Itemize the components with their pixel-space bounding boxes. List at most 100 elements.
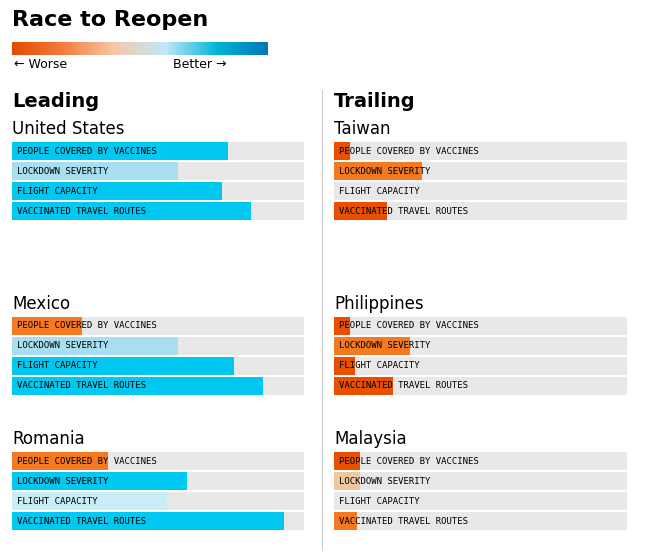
Bar [212, 42, 213, 55]
Bar [31, 42, 32, 55]
Bar [259, 42, 260, 55]
Text: VACCINATED TRAVEL ROUTES: VACCINATED TRAVEL ROUTES [17, 206, 146, 216]
Text: PEOPLE COVERED BY VACCINES: PEOPLE COVERED BY VACCINES [339, 321, 479, 330]
Bar [62, 42, 63, 55]
Bar [166, 42, 168, 55]
Bar [12, 142, 228, 160]
Bar [197, 42, 199, 55]
Bar [232, 42, 233, 55]
Bar [50, 42, 52, 55]
Bar [165, 42, 166, 55]
Bar [192, 42, 193, 55]
Bar [40, 42, 41, 55]
Bar [184, 42, 186, 55]
Bar [190, 42, 192, 55]
Bar [150, 42, 152, 55]
Bar [235, 42, 236, 55]
Bar [219, 42, 220, 55]
Bar [113, 42, 115, 55]
Bar [334, 472, 361, 490]
Bar [257, 42, 259, 55]
Bar [334, 337, 410, 355]
Bar [334, 512, 627, 530]
Bar [193, 42, 194, 55]
Bar [115, 42, 117, 55]
Bar [334, 182, 627, 200]
Bar [12, 377, 304, 395]
Bar [125, 42, 126, 55]
Bar [256, 42, 257, 55]
Bar [334, 202, 627, 220]
Bar [134, 42, 135, 55]
Text: VACCINATED TRAVEL ROUTES: VACCINATED TRAVEL ROUTES [339, 206, 468, 216]
Bar [72, 42, 73, 55]
Bar [130, 42, 132, 55]
Bar [161, 42, 162, 55]
Text: Leading: Leading [12, 92, 99, 111]
Bar [248, 42, 249, 55]
Bar [169, 42, 170, 55]
Bar [112, 42, 113, 55]
Bar [141, 42, 142, 55]
Bar [55, 42, 57, 55]
Bar [54, 42, 55, 55]
Bar [171, 42, 172, 55]
Bar [12, 357, 234, 375]
Bar [213, 42, 214, 55]
Bar [184, 42, 185, 55]
Bar [227, 42, 228, 55]
Bar [129, 42, 131, 55]
Bar [203, 42, 204, 55]
Bar [334, 142, 350, 160]
Bar [12, 317, 304, 335]
Bar [66, 42, 68, 55]
Bar [334, 182, 337, 200]
Bar [182, 42, 183, 55]
Bar [175, 42, 177, 55]
Bar [230, 42, 231, 55]
Bar [24, 42, 25, 55]
Bar [241, 42, 242, 55]
Bar [88, 42, 89, 55]
Bar [190, 42, 191, 55]
Bar [172, 42, 173, 55]
Bar [123, 42, 124, 55]
Bar [232, 42, 233, 55]
Bar [12, 182, 223, 200]
Bar [25, 42, 26, 55]
Bar [205, 42, 206, 55]
Bar [23, 42, 25, 55]
Bar [243, 42, 244, 55]
Bar [208, 42, 210, 55]
Bar [265, 42, 266, 55]
Bar [21, 42, 22, 55]
Bar [42, 42, 43, 55]
Bar [206, 42, 208, 55]
Bar [82, 42, 83, 55]
Text: Mexico: Mexico [12, 295, 70, 313]
Text: PEOPLE COVERED BY VACCINES: PEOPLE COVERED BY VACCINES [17, 456, 157, 465]
Bar [75, 42, 76, 55]
Bar [334, 452, 361, 470]
Bar [69, 42, 70, 55]
Bar [334, 377, 627, 395]
Bar [37, 42, 39, 55]
Bar [112, 42, 114, 55]
Bar [32, 42, 34, 55]
Bar [158, 42, 159, 55]
Bar [244, 42, 245, 55]
Bar [90, 42, 92, 55]
Bar [144, 42, 146, 55]
Bar [259, 42, 261, 55]
Bar [101, 42, 103, 55]
Bar [225, 42, 226, 55]
Text: PEOPLE COVERED BY VACCINES: PEOPLE COVERED BY VACCINES [17, 146, 157, 156]
Bar [57, 42, 59, 55]
Bar [26, 42, 27, 55]
Bar [81, 42, 82, 55]
Bar [181, 42, 182, 55]
Bar [92, 42, 94, 55]
Text: PEOPLE COVERED BY VACCINES: PEOPLE COVERED BY VACCINES [17, 321, 157, 330]
Bar [147, 42, 148, 55]
Bar [18, 42, 19, 55]
